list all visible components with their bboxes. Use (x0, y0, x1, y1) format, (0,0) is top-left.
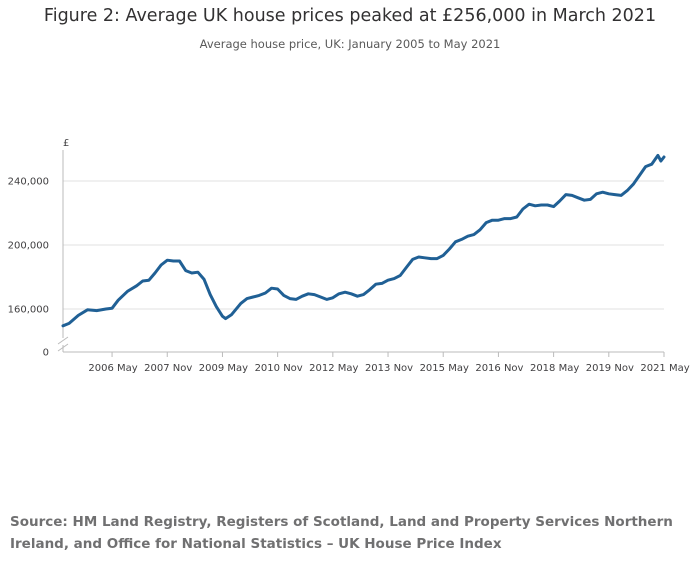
x-tick-label: 2021 May (640, 363, 689, 374)
axis-break-mark (57, 343, 69, 352)
source-note: Source: HM Land Registry, Registers of S… (10, 514, 673, 552)
x-tick-label: 2009 May (199, 363, 248, 374)
y-axis-unit-label: £ (63, 138, 69, 149)
x-tick-label: 2018 May (530, 363, 579, 374)
y-tick-label: 160,000 (8, 305, 49, 316)
x-tick-label: 2006 May (88, 363, 137, 374)
x-tick-labels: 2006 May 2007 Nov 2009 May 2010 Nov 2012 May… (88, 363, 689, 374)
series-layer (61, 153, 666, 328)
axis-break-mark (57, 336, 69, 345)
y-tick-label: 0 (43, 348, 49, 359)
chart-subtitle: Average house price, UK: January 2005 to… (199, 37, 501, 51)
x-tick-label: 2012 May (309, 363, 358, 374)
x-tick-label: 2010 Nov (255, 363, 303, 374)
x-tick-label: 2019 Nov (586, 363, 634, 374)
axis-layer (57, 150, 665, 357)
grid-layer (63, 180, 664, 310)
y-tick-labels: 0 160,000 200,000 240,000 (8, 177, 49, 359)
y-tick-label: 240,000 (8, 177, 49, 188)
series-line-house-price (61, 153, 666, 328)
chart-title: Figure 2: Average UK house prices peaked… (43, 6, 657, 26)
x-tick-label: 2013 Nov (365, 363, 413, 374)
y-tick-label: 200,000 (8, 241, 49, 252)
x-tick-label: 2015 May (420, 363, 469, 374)
x-tick-label: 2007 Nov (144, 363, 192, 374)
x-tick-label: 2016 Nov (475, 363, 523, 374)
